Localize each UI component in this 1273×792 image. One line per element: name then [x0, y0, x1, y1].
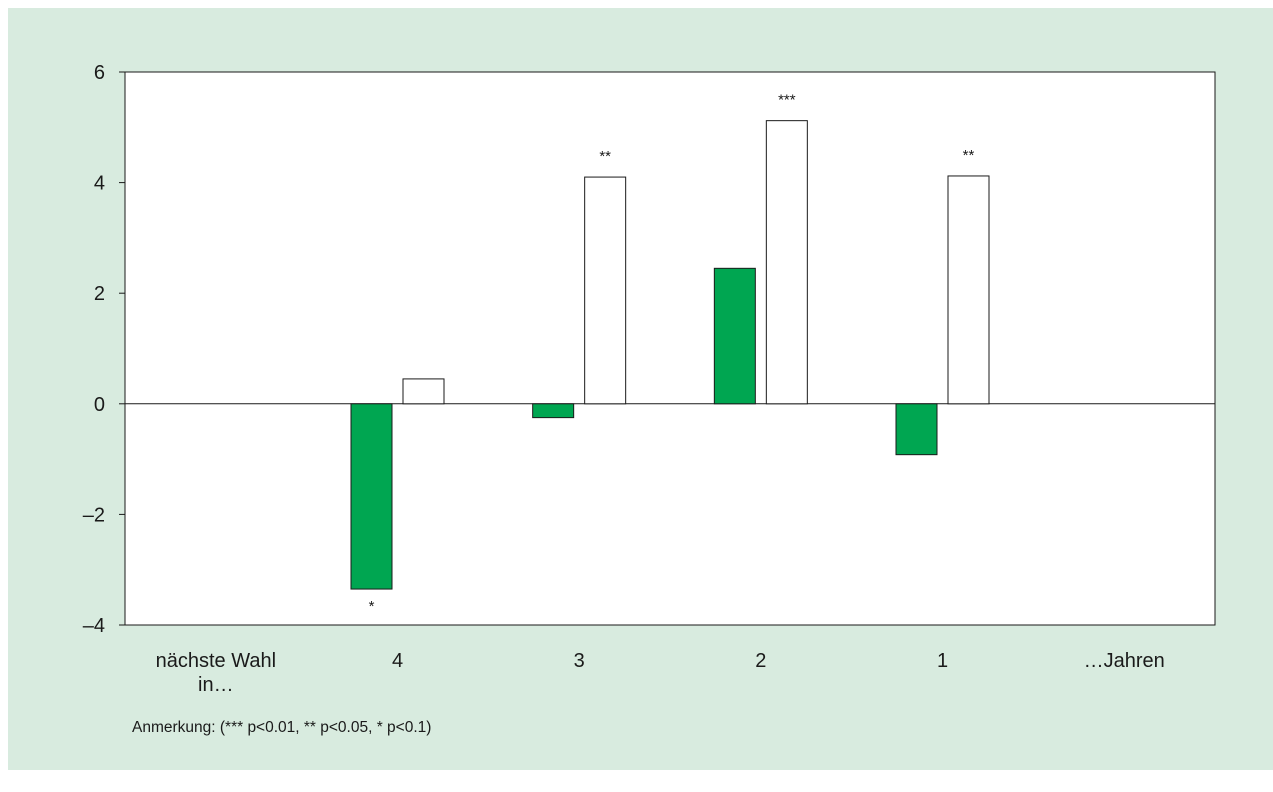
x-category-label: nächste Wahl in… [156, 650, 276, 696]
bar [713, 267, 756, 405]
x-category-label: 3 [574, 650, 585, 672]
y-axis: 6 4 2 0 –2 –4 [83, 62, 125, 637]
significance-label: ** [963, 147, 975, 164]
x-category-label: 2 [755, 650, 766, 672]
significance-label: *** [778, 92, 796, 109]
category-labels: nächste Wahl in… 4 3 2 1 …Jahren [156, 650, 1165, 696]
plot-area [124, 71, 1216, 626]
y-tick-label: 6 [94, 62, 105, 84]
bar [584, 176, 627, 405]
y-tick-label: 0 [94, 394, 105, 416]
x-category-label: 1 [937, 650, 948, 672]
significance-label: ** [599, 148, 611, 165]
x-category-label: 4 [392, 650, 403, 672]
y-tick-label: –4 [83, 615, 105, 637]
bar [350, 403, 393, 590]
bar [947, 175, 990, 405]
bars [350, 120, 990, 590]
y-tick-label: 2 [94, 283, 105, 305]
y-tick-label: 4 [94, 173, 105, 195]
significance-label: * [369, 598, 375, 615]
significance-labels: ******** [369, 92, 975, 615]
bar [895, 403, 938, 456]
bar [532, 403, 575, 419]
y-tick-label: –2 [83, 504, 105, 526]
bar [765, 120, 808, 405]
bar [402, 378, 445, 405]
x-category-label: …Jahren [1084, 650, 1165, 672]
footnote: Anmerkung: (*** p<0.01, ** p<0.05, * p<0… [132, 719, 432, 736]
